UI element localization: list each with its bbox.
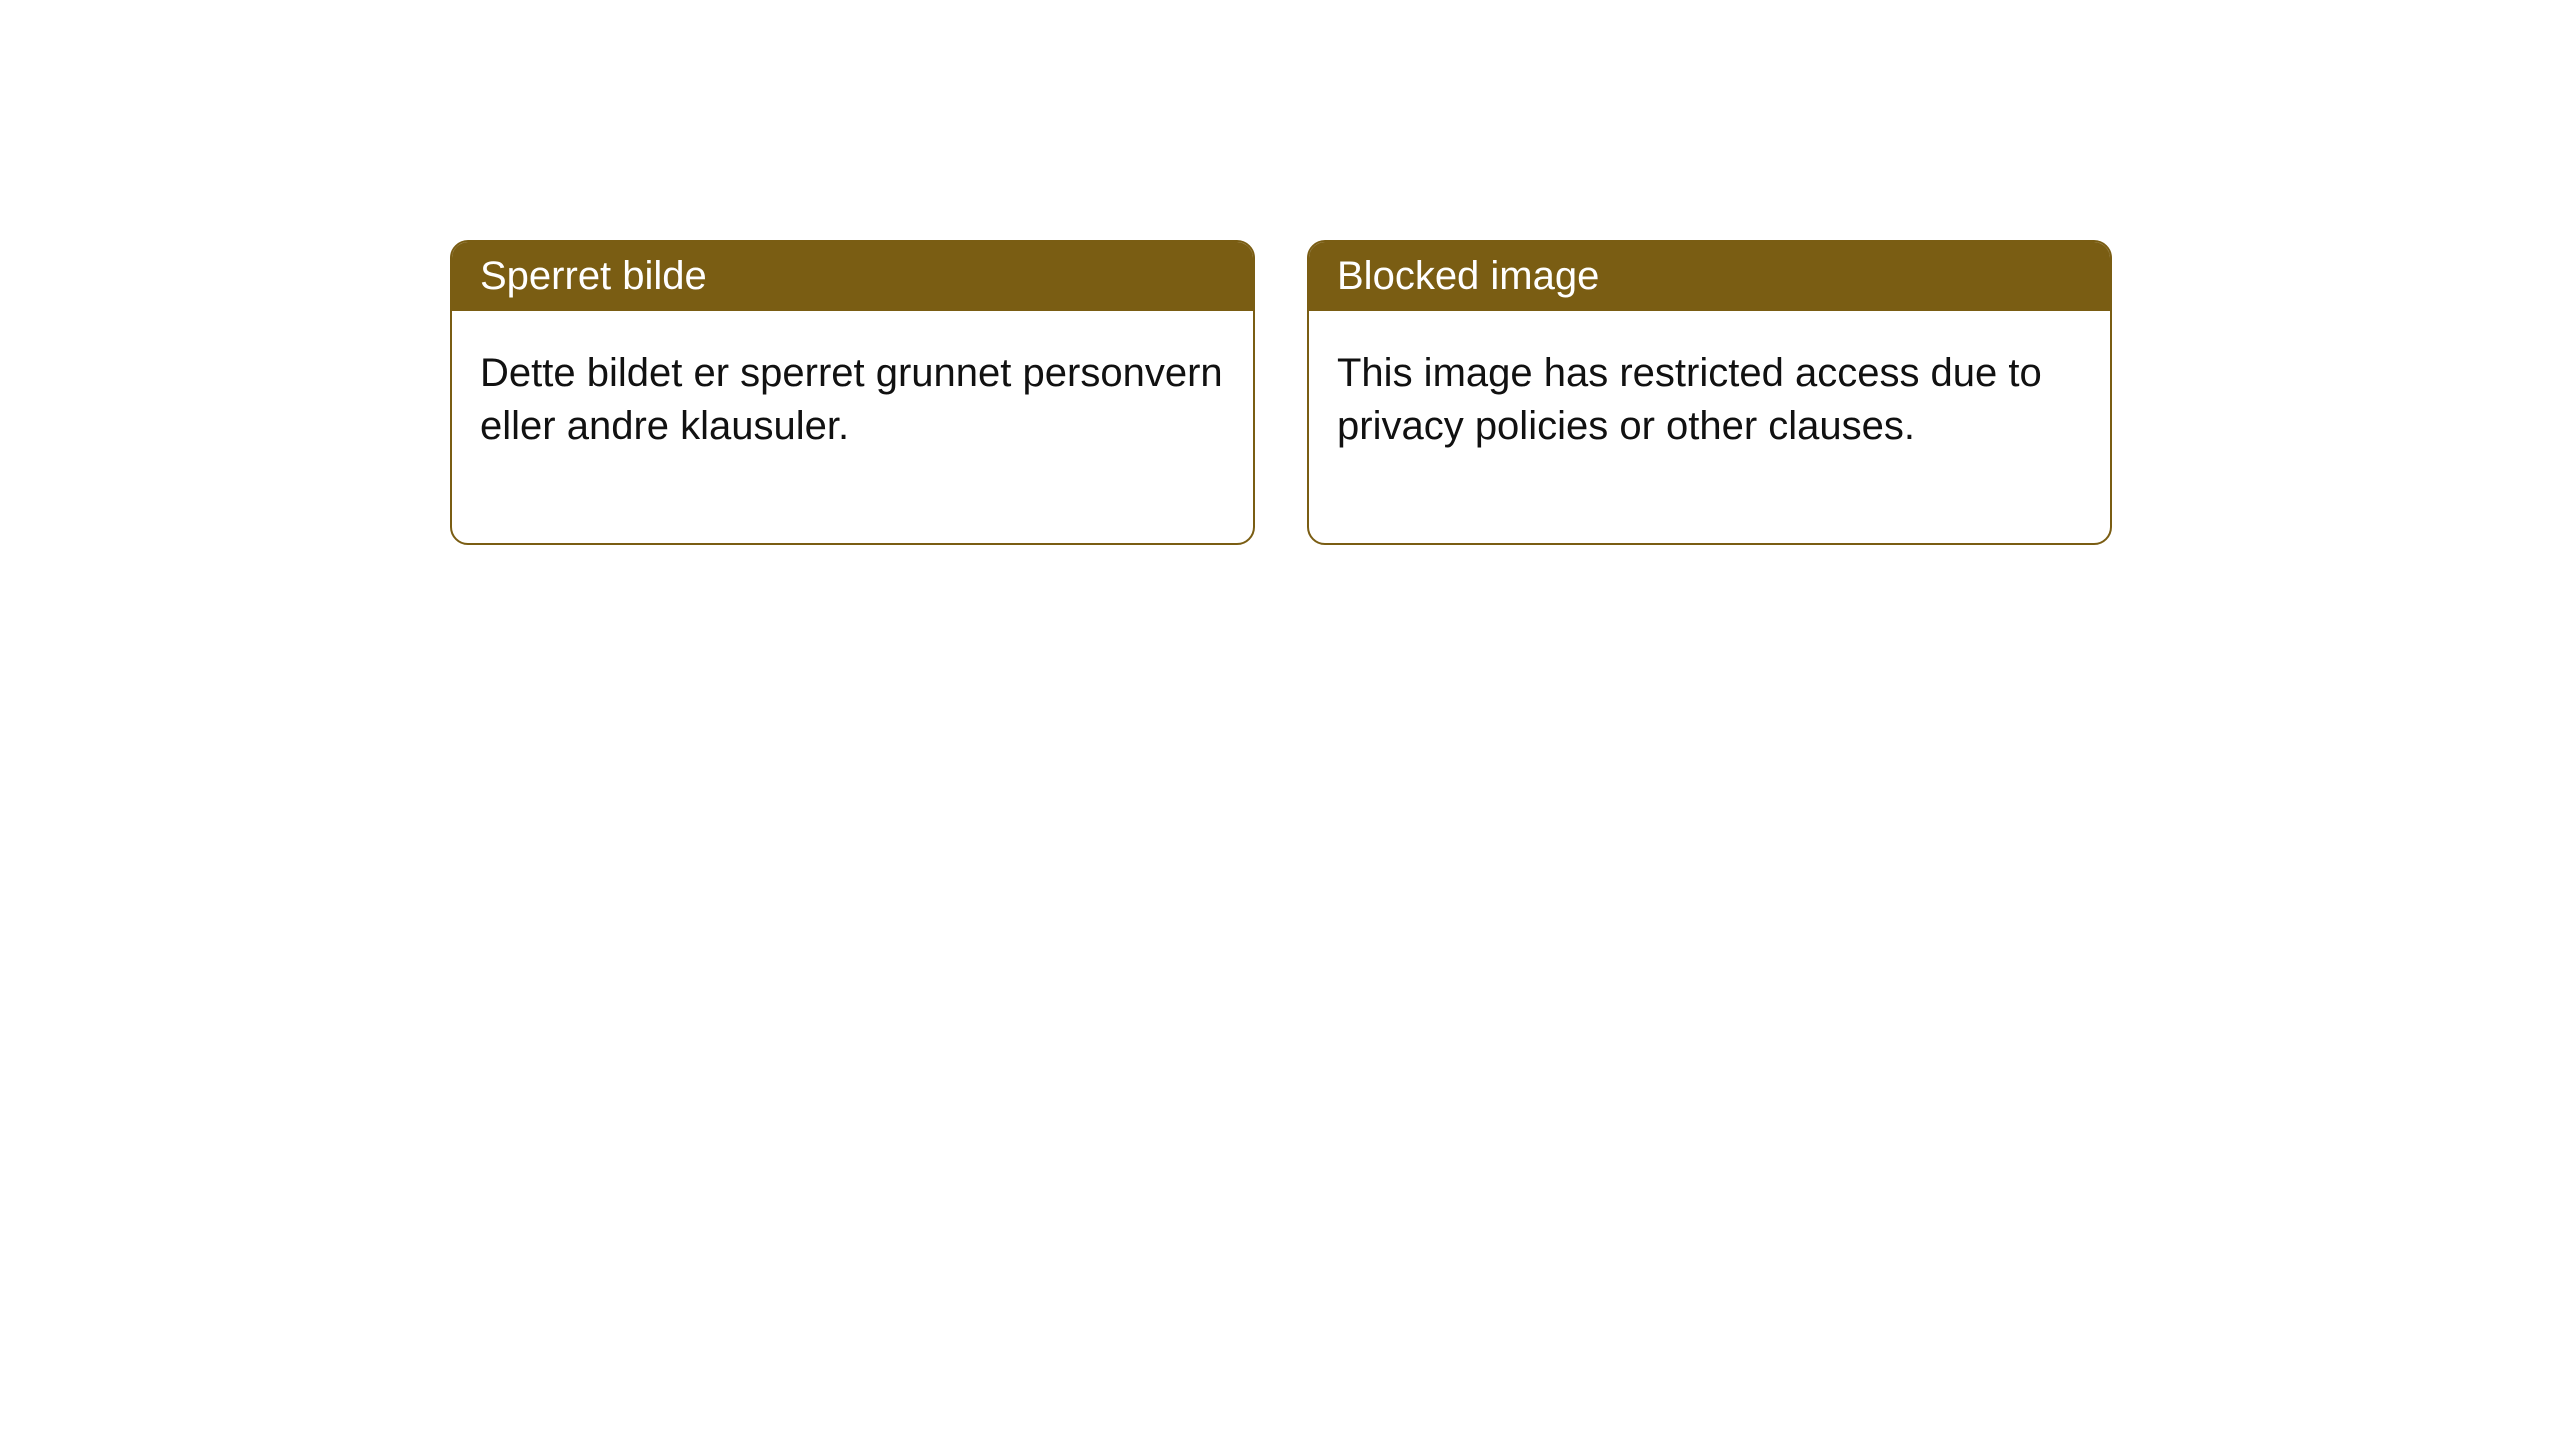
card-body-no: Dette bildet er sperret grunnet personve… <box>452 311 1253 543</box>
blocked-image-card-en: Blocked image This image has restricted … <box>1307 240 2112 545</box>
card-body-en: This image has restricted access due to … <box>1309 311 2110 543</box>
blocked-image-notices: Sperret bilde Dette bildet er sperret gr… <box>0 0 2560 545</box>
card-title-en: Blocked image <box>1309 242 2110 311</box>
blocked-image-card-no: Sperret bilde Dette bildet er sperret gr… <box>450 240 1255 545</box>
card-title-no: Sperret bilde <box>452 242 1253 311</box>
